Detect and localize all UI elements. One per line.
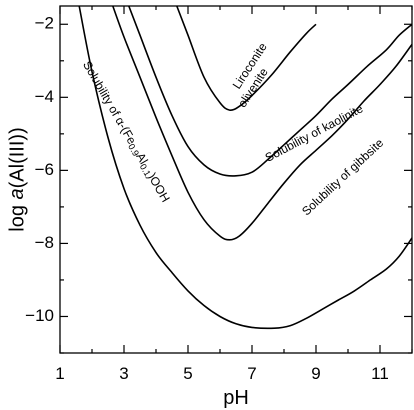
x-tick-label: 11: [371, 364, 389, 383]
x-tick-label: 3: [119, 364, 128, 383]
y-tick-label: −8: [35, 233, 54, 252]
curve-liroconite-olivenite: [176, 6, 317, 112]
curve-solubility-of-kaolinite: [128, 6, 412, 177]
x-axis-ticks: 1 3 5 7 9 11: [55, 6, 413, 383]
y-axis-title: log a(Al(III)): [6, 127, 28, 231]
x-tick-label: 1: [55, 364, 64, 383]
curve-solubility-of-fe0-9al0-1-ooh: [78, 6, 412, 330]
plot-area-frame: [59, 5, 413, 354]
annotation-solubility-of-kaolinite: Solubility of kaolinite: [263, 101, 366, 165]
annotation-solubility-of-fe0-9al0-1-ooh: Solubility of α-(Fe0.9Al0.1)OOH: [79, 59, 173, 206]
x-tick-label: 7: [247, 364, 256, 383]
y-tick-label: −6: [35, 160, 54, 179]
y-tick-label: −10: [25, 306, 54, 325]
x-tick-label: 9: [311, 364, 320, 383]
x-tick-label: 5: [183, 364, 192, 383]
y-axis-ticks: −2 −4 −6 −8 −10: [25, 14, 412, 354]
chart-curves: [78, 6, 412, 330]
curve-solubility-of-gibbsite: [112, 6, 412, 241]
x-axis-title: pH: [223, 387, 249, 409]
y-tick-label: −4: [35, 87, 54, 106]
y-tick-label: −2: [35, 14, 54, 33]
annotation-solubility-of-gibbsite: Solubility of gibbsite: [299, 136, 386, 219]
